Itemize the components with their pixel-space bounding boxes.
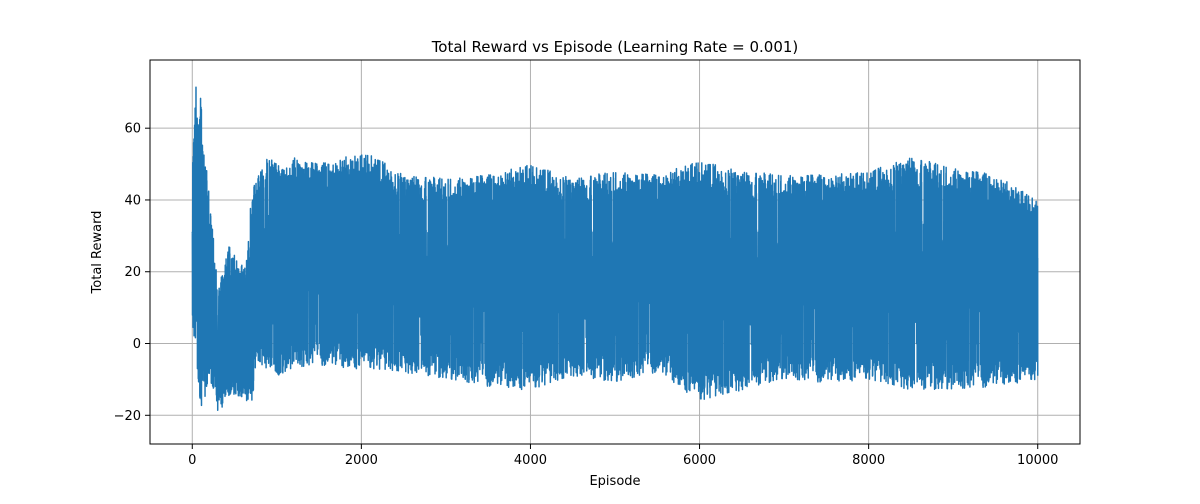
x-axis-label: Episode bbox=[589, 474, 640, 489]
total-reward-line bbox=[191, 86, 1039, 411]
y-tick-label: 20 bbox=[124, 265, 141, 280]
x-tick-label: 2000 bbox=[345, 453, 378, 468]
plot-frame bbox=[149, 59, 1081, 445]
y-tick-label: 0 bbox=[133, 337, 141, 352]
y-tick-label: 40 bbox=[124, 193, 141, 208]
ticks: 0 2000 4000 6000 8000 10000 −20 0 20 40 60 bbox=[114, 122, 1059, 468]
chart-title: Total Reward vs Episode (Learning Rate =… bbox=[431, 38, 799, 56]
y-axis-label: Total Reward bbox=[90, 211, 105, 295]
x-tick-label: 10000 bbox=[1017, 453, 1058, 468]
x-tick-label: 8000 bbox=[852, 453, 885, 468]
series-layer bbox=[191, 86, 1039, 411]
y-tick-label: 60 bbox=[124, 122, 141, 137]
x-tick-label: 6000 bbox=[683, 453, 716, 468]
x-tick-label: 0 bbox=[188, 453, 196, 468]
y-tick-label: −20 bbox=[114, 409, 141, 424]
x-tick-label: 4000 bbox=[514, 453, 547, 468]
